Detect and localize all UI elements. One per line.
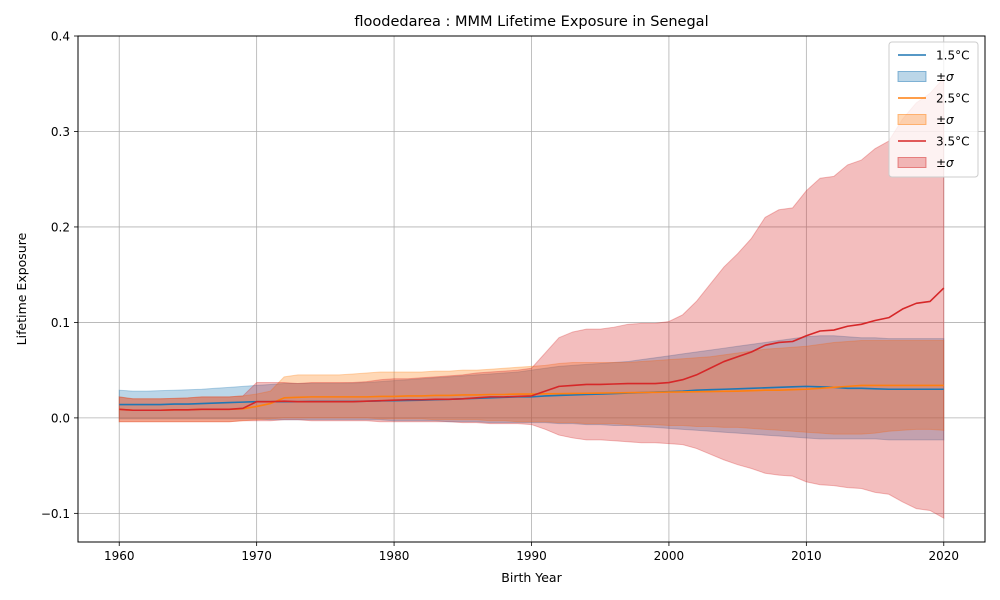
x-tick-label: 1970 — [241, 549, 272, 563]
band-d62728 — [118, 76, 945, 519]
legend: 1.5°C ±σ 2.5°C ±σ 3.5°C ±σ — [888, 41, 979, 178]
x-tick-label: 2000 — [654, 549, 685, 563]
series-line-d62728 — [119, 287, 945, 412]
legend-label: 2.5°C — [936, 92, 969, 106]
x-tick-label: 2020 — [928, 549, 959, 563]
grid-lines — [78, 35, 985, 542]
axis-ticks: 1960 1970 1980 1990 2000 2010 2020 −0.1 0.0 0.1 0.… — [41, 30, 959, 564]
y-tick-label: 0.0 — [51, 411, 70, 425]
x-tick-label: 1960 — [104, 549, 135, 563]
band-ff7f0e — [118, 340, 945, 435]
legend-band-label: ±σ — [936, 156, 954, 170]
series-lines — [119, 287, 945, 412]
legend-band-swatch — [897, 71, 927, 82]
legend-box — [888, 41, 979, 178]
x-axis-label: Birth Year — [501, 570, 562, 585]
y-tick-label: 0.1 — [51, 316, 70, 330]
chart-title: floodedarea : MMM Lifetime Exposure in S… — [354, 14, 708, 30]
y-tick-label: 0.2 — [51, 220, 70, 234]
y-tick-label: 0.3 — [51, 125, 70, 139]
legend-label: 1.5°C — [936, 49, 969, 63]
legend-band-label: ±σ — [936, 70, 954, 84]
legend-band-label: ±σ — [936, 113, 954, 127]
uncertainty-bands — [118, 76, 945, 519]
y-axis-label: Lifetime Exposure — [14, 232, 29, 345]
band-1f77b4 — [118, 335, 945, 441]
series-line-ff7f0e — [119, 384, 944, 412]
legend-label: 3.5°C — [936, 135, 969, 149]
x-tick-label: 1980 — [379, 549, 410, 563]
y-tick-label: 0.4 — [51, 30, 70, 44]
legend-band-swatch — [897, 114, 927, 125]
legend-band-swatch — [897, 157, 927, 168]
y-tick-label: −0.1 — [41, 507, 70, 521]
x-tick-label: 2010 — [791, 549, 822, 563]
x-tick-label: 1990 — [516, 549, 547, 563]
